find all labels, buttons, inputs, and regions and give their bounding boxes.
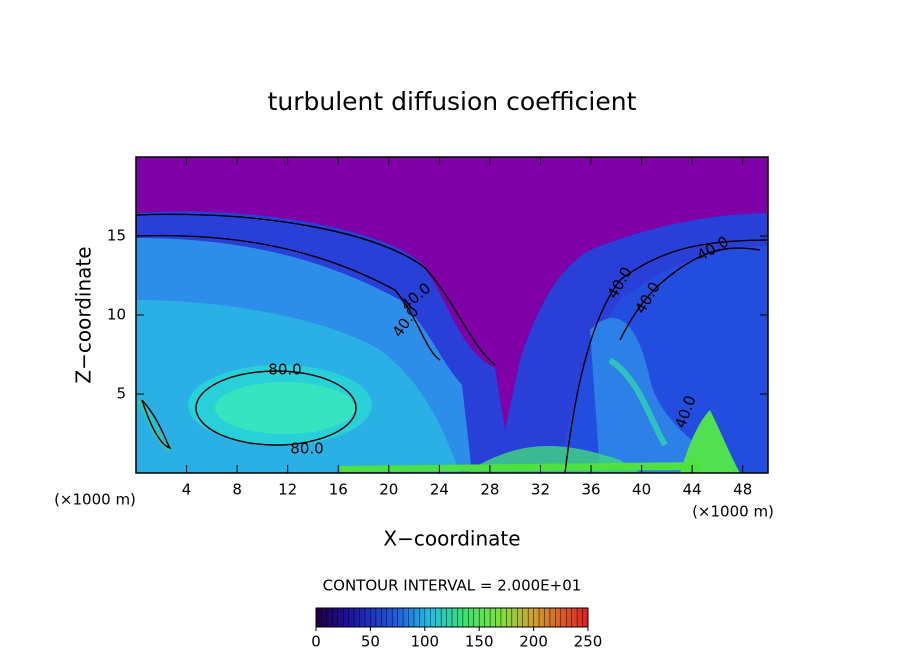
x-axis-label: X−coordinate [383,527,520,551]
y-tick-label: 5 [116,385,126,403]
contour-label: 80.0 [290,440,323,458]
contour-line [564,239,768,473]
x-tick-label: 36 [581,481,600,499]
x-tick-label: 40 [632,481,651,499]
x-tick-label: 8 [232,481,242,499]
colorbar-tick-label: 50 [361,633,380,651]
colorbar-tick-label: 100 [410,633,439,651]
x-tick-label: 32 [531,481,550,499]
contour-line [136,213,496,366]
colorbar-tick-label: 200 [519,633,548,651]
x-tick-label: 4 [182,481,192,499]
y-axis-label: Z−coordinate [72,246,96,383]
chart-title: turbulent diffusion coefficient [268,87,637,116]
x-tick-label: 28 [480,481,499,499]
x-tick-label: 48 [733,481,752,499]
y-tick-label: 15 [107,227,126,245]
contour-lines [136,213,768,473]
x-unit: (×1000 m) [692,503,774,521]
y-tick-label: 10 [107,306,126,324]
colorbar-tick-label: 0 [311,633,321,651]
colorbar-label: CONTOUR INTERVAL = 2.000E+01 [323,577,582,595]
x-tick-label: 20 [379,481,398,499]
contour-line [195,370,357,446]
contour-label: 80.0 [268,361,301,379]
contour-line [619,247,761,341]
contour-line [136,234,441,361]
x-tick-label: 24 [430,481,449,499]
colorbar-tick-label: 250 [574,633,603,651]
x-tick-label: 44 [683,481,702,499]
y-unit: (×1000 m) [54,491,136,509]
contour-field [136,157,768,473]
contour-line [141,399,172,450]
colorbar-tick-label: 150 [465,633,494,651]
x-tick-label: 16 [329,481,348,499]
x-tick-label: 12 [278,481,297,499]
